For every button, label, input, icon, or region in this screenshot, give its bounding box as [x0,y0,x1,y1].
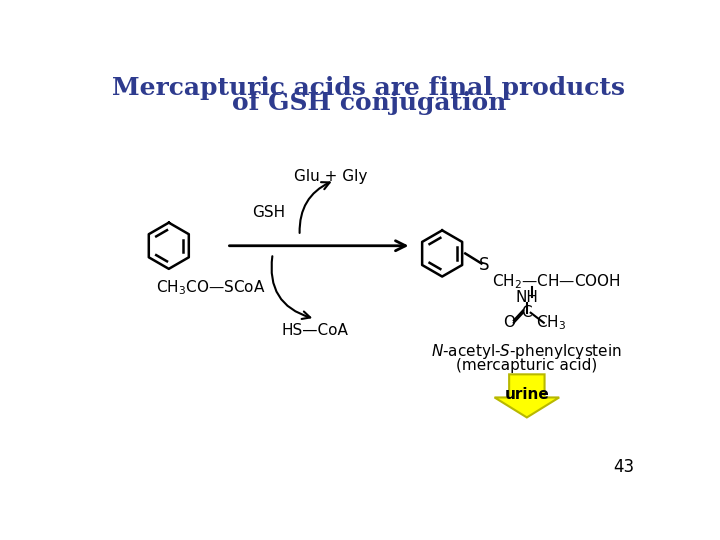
Text: O: O [503,315,515,330]
Text: Glu + Gly: Glu + Gly [294,169,367,184]
Text: 43: 43 [613,458,634,476]
FancyArrowPatch shape [300,182,330,233]
Polygon shape [495,374,559,417]
Text: of GSH conjugation: of GSH conjugation [232,91,506,116]
Text: CH$_3$: CH$_3$ [536,313,567,332]
Text: CH$_2$—CH—COOH: CH$_2$—CH—COOH [492,273,621,291]
Text: $\mathit{N}$-acetyl-$\mathit{S}$-phenylcystein: $\mathit{N}$-acetyl-$\mathit{S}$-phenylc… [431,342,622,361]
Text: GSH: GSH [252,205,285,220]
Text: C: C [521,305,532,320]
FancyArrowPatch shape [271,256,310,319]
Text: Mercapturic acids are final products: Mercapturic acids are final products [112,76,626,100]
Text: CH$_3$CO—SCoA: CH$_3$CO—SCoA [156,279,266,298]
Text: HS—CoA: HS—CoA [282,323,348,338]
Text: S: S [480,256,490,274]
Text: NH: NH [516,290,539,305]
Text: (mercapturic acid): (mercapturic acid) [456,357,598,373]
Text: urine: urine [505,387,549,402]
